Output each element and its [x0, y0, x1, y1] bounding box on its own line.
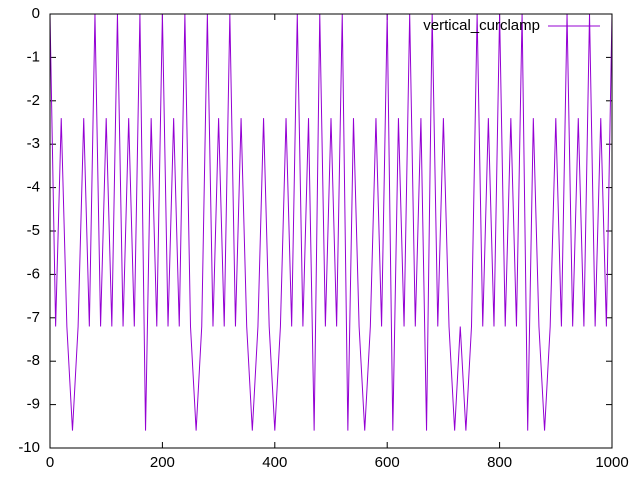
- plot-border: [49, 13, 613, 449]
- y-tick-label: -2: [27, 92, 40, 109]
- legend-label: vertical_curclamp: [423, 17, 540, 34]
- y-tick-label: -1: [27, 48, 40, 65]
- y-tick-label: -9: [27, 396, 40, 413]
- y-tick-label: -8: [27, 352, 40, 369]
- y-tick-label: -6: [27, 265, 40, 282]
- x-tick-label: 800: [487, 454, 512, 471]
- x-tick-label: 0: [46, 454, 54, 471]
- y-tick-label: -7: [27, 309, 40, 326]
- y-tick-label: -4: [27, 179, 40, 196]
- x-tick-label: 400: [262, 454, 287, 471]
- y-tick-label: -10: [18, 439, 40, 456]
- x-tick-label: 600: [375, 454, 400, 471]
- y-tick-label: 0: [32, 5, 40, 22]
- y-tick-label: -5: [27, 222, 40, 239]
- x-tick-label: 1000: [595, 454, 628, 471]
- y-tick-label: -3: [27, 135, 40, 152]
- x-tick-label: 200: [150, 454, 175, 471]
- data-line: [49, 13, 613, 431]
